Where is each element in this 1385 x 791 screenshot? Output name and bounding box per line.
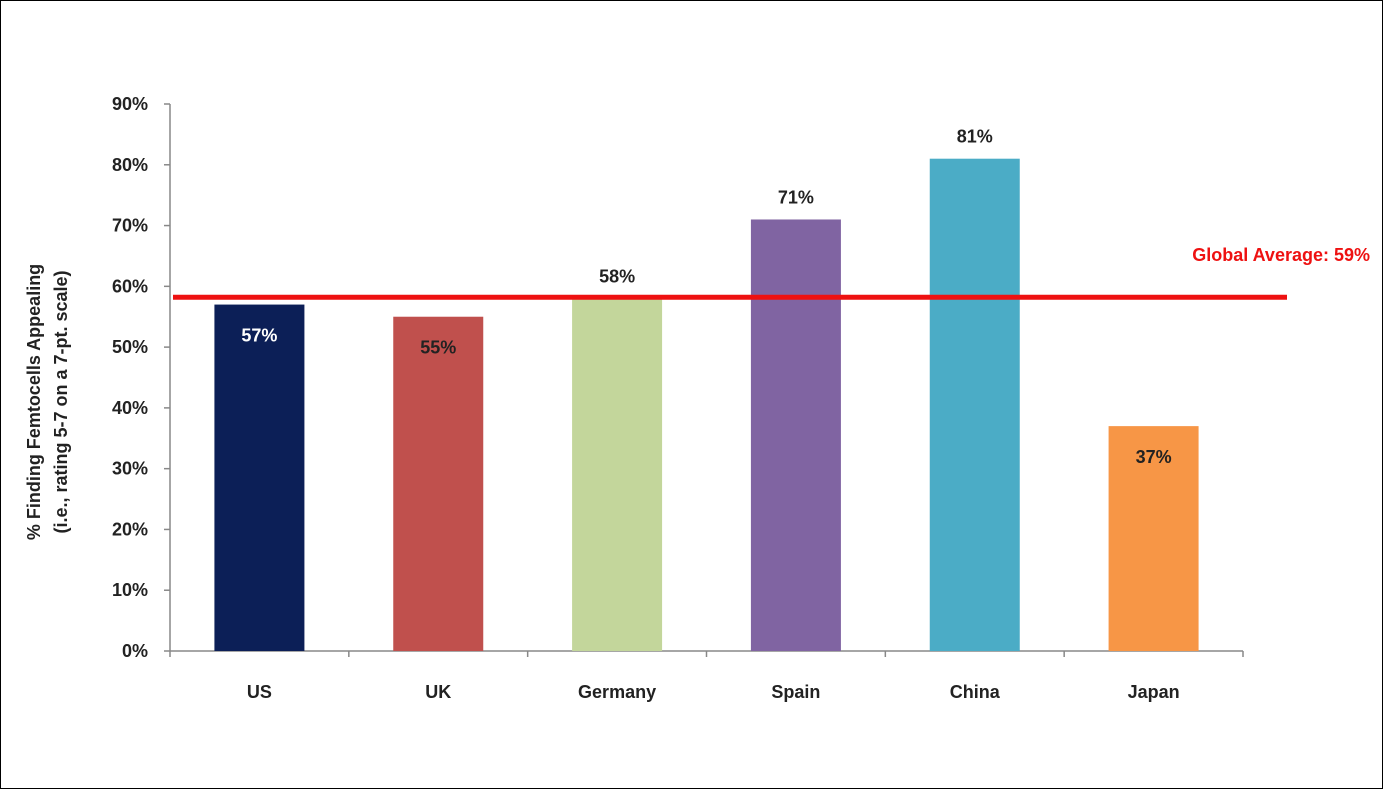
bar-china [929,158,1020,651]
data-label-uk: 55% [420,338,456,358]
y-tick-label: 80% [112,155,148,175]
x-tick-label: Spain [771,682,820,702]
bar-uk [393,316,484,651]
data-label-us: 57% [241,326,277,346]
data-label-japan: 37% [1136,447,1172,467]
y-axis-title-line2: (i.e., rating 5-7 on a 7-pt. scale) [51,270,71,533]
y-tick-label: 70% [112,216,148,236]
x-tick-label: Germany [578,682,656,702]
axes: 0% 10% 20% 30% 40% 50% 60% 70% 80% 90% [112,94,1244,661]
data-label-germany: 58% [599,266,635,286]
bar-us [214,304,305,651]
bar-japan [1108,426,1199,651]
x-tick-label: China [950,682,1001,702]
y-tick-label: 0% [122,641,148,661]
y-tick-label: 40% [112,398,148,418]
global-average-label: Global Average: 59% [1192,245,1370,265]
y-tick-label: 90% [112,94,148,114]
y-tick-label: 50% [112,337,148,357]
x-tick-label: UK [425,682,451,702]
y-tick-label: 20% [112,519,148,539]
data-labels: US UK Germany Spain China Japan 57% 55% 58% 71% 81… [241,127,1179,702]
y-axis-title-line1: % Finding Femtocells Appealing [24,264,44,540]
data-label-spain: 71% [778,187,814,207]
bar-spain [750,219,841,651]
y-tick-label: 10% [112,580,148,600]
y-axis-title: % Finding Femtocells Appealing (i.e., ra… [24,264,71,540]
bar-germany [572,298,663,651]
y-tick-label: 60% [112,276,148,296]
x-tick-label: US [247,682,272,702]
reference-line-group: Global Average: 59% [173,245,1370,300]
bars [214,158,1199,651]
y-tick-label: 30% [112,459,148,479]
x-tick-label: Japan [1128,682,1180,702]
data-label-china: 81% [957,127,993,147]
